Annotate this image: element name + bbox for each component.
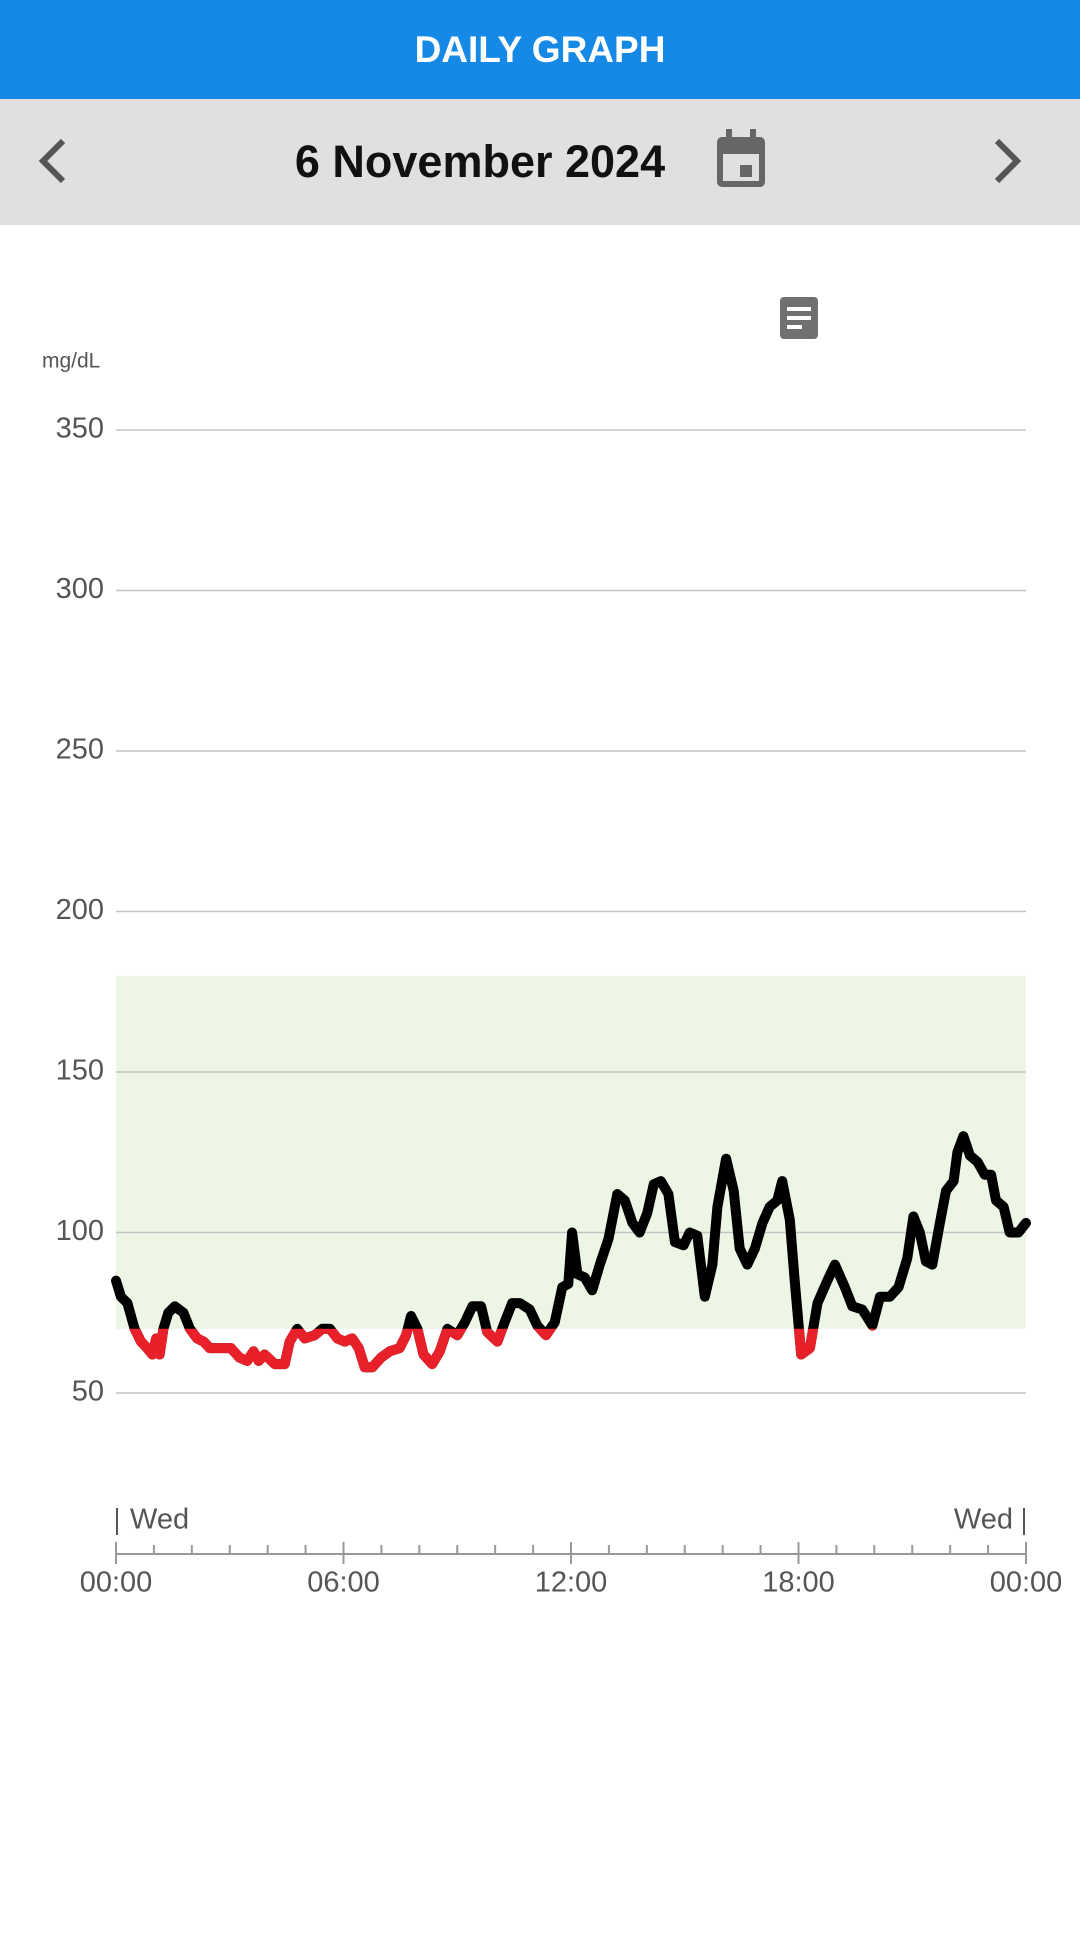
next-day-button[interactable]: [994, 138, 1022, 184]
day-label: Wed: [954, 1504, 1013, 1536]
glucose-line-low: [129, 1328, 877, 1373]
y-tick-label: 300: [56, 573, 104, 605]
note-button[interactable]: [780, 297, 818, 339]
y-tick-label: 350: [56, 413, 104, 445]
x-tick-label: 12:00: [535, 1567, 608, 1599]
app-bar: DAILY GRAPH: [0, 0, 1080, 99]
target-range: [116, 975, 1026, 1329]
y-tick-label: 200: [56, 894, 104, 926]
y-tick-label: 100: [56, 1215, 104, 1247]
screen-title: DAILY GRAPH: [414, 28, 666, 70]
y-tick-label: 50: [72, 1376, 104, 1408]
x-tick-label: 00:00: [990, 1567, 1063, 1599]
x-tick-label: 00:00: [80, 1567, 153, 1599]
glucose-line: [111, 1131, 1031, 1373]
x-tick-label: 18:00: [762, 1567, 835, 1599]
calendar-button[interactable]: [717, 129, 765, 187]
x-tick-label: 06:00: [307, 1567, 380, 1599]
y-tick-label: 150: [56, 1055, 104, 1087]
y-tick-label: 250: [56, 734, 104, 766]
y-unit: mg/dL: [42, 350, 100, 373]
date-bar-icons: [38, 129, 1022, 187]
day-label: Wed: [130, 1504, 189, 1536]
date-label: 6 November 2024: [294, 136, 666, 187]
previous-day-button[interactable]: [38, 138, 66, 184]
date-bar: 6 November 2024: [0, 99, 1080, 225]
